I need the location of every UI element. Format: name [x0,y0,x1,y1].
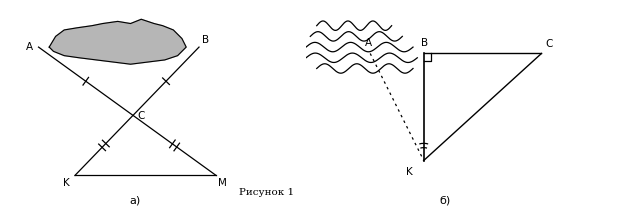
Text: K: K [406,167,413,177]
Text: B: B [421,38,428,48]
Text: M: M [218,178,227,188]
Text: C: C [137,111,144,122]
Polygon shape [49,19,186,64]
Text: а): а) [129,195,141,205]
Text: C: C [546,39,553,49]
Text: B: B [202,35,209,45]
Text: K: K [63,178,69,188]
Text: Рисунок 1: Рисунок 1 [239,188,294,197]
Text: A: A [26,42,33,52]
Text: A: A [365,38,372,48]
Text: б): б) [440,195,451,205]
